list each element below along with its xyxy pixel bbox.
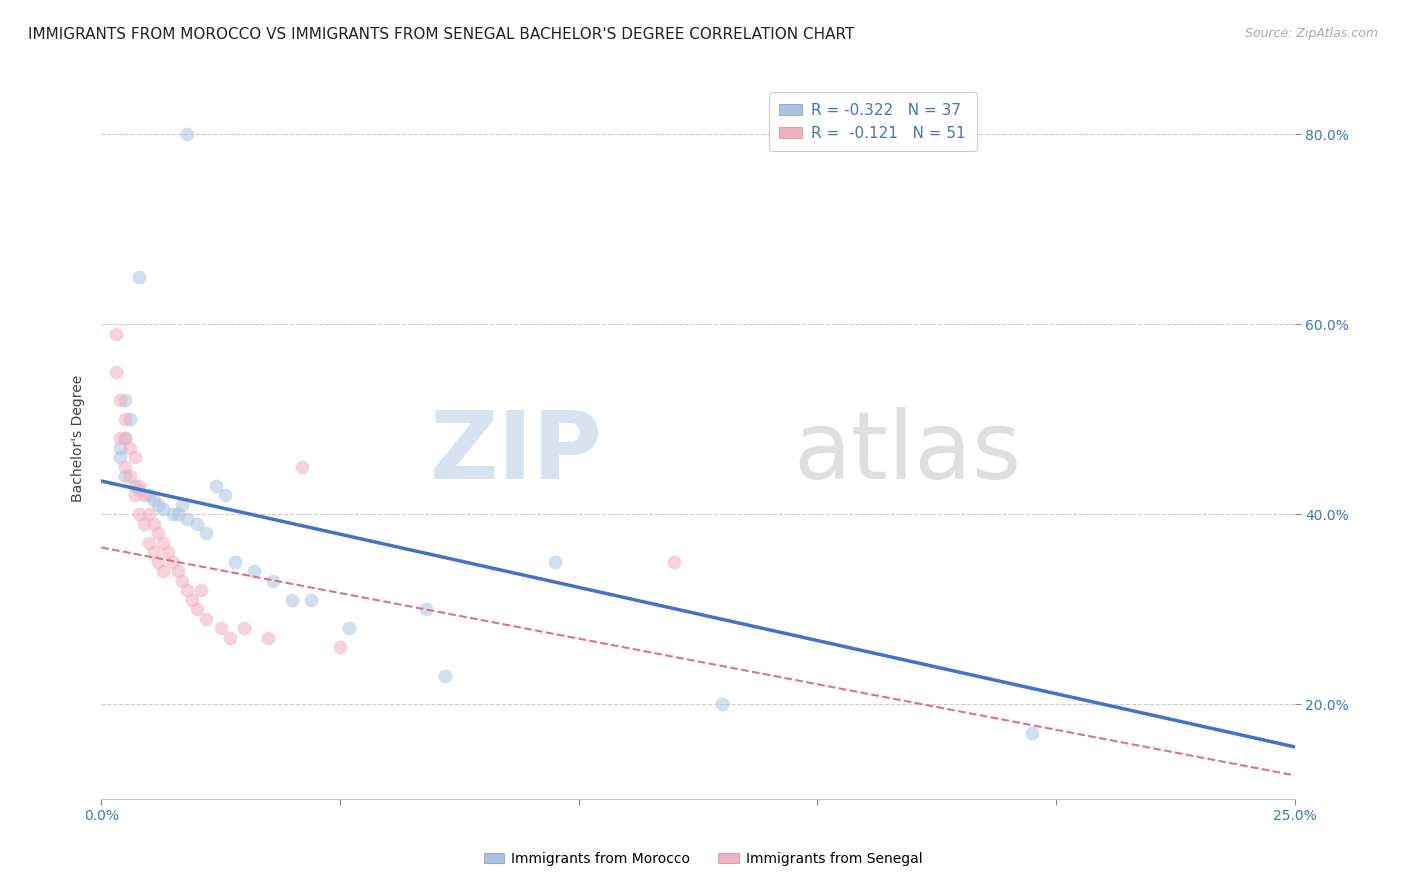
Point bbox=[262, 574, 284, 588]
Text: IMMIGRANTS FROM MOROCCO VS IMMIGRANTS FROM SENEGAL BACHELOR'S DEGREE CORRELATION: IMMIGRANTS FROM MOROCCO VS IMMIGRANTS FR… bbox=[28, 27, 855, 42]
Point bbox=[128, 269, 150, 284]
Point bbox=[172, 498, 194, 512]
Point bbox=[243, 564, 266, 578]
Point bbox=[162, 507, 184, 521]
Point bbox=[142, 545, 165, 559]
Point bbox=[1021, 725, 1043, 739]
Point bbox=[138, 488, 160, 502]
Point bbox=[124, 479, 146, 493]
Y-axis label: Bachelor's Degree: Bachelor's Degree bbox=[72, 375, 86, 502]
Point bbox=[233, 621, 256, 635]
Point bbox=[166, 507, 188, 521]
Point bbox=[209, 621, 232, 635]
Point bbox=[281, 592, 304, 607]
Point bbox=[214, 488, 236, 502]
Point bbox=[219, 631, 242, 645]
Point bbox=[124, 488, 146, 502]
Text: ZIP: ZIP bbox=[429, 407, 602, 499]
Point bbox=[544, 555, 567, 569]
Point bbox=[710, 697, 733, 711]
Point bbox=[114, 412, 136, 426]
Point bbox=[128, 483, 150, 498]
Point bbox=[118, 441, 141, 455]
Text: atlas: atlas bbox=[793, 407, 1022, 499]
Point bbox=[142, 493, 165, 508]
Point bbox=[110, 441, 132, 455]
Point bbox=[157, 545, 180, 559]
Point bbox=[204, 479, 226, 493]
Point bbox=[339, 621, 361, 635]
Point bbox=[152, 564, 174, 578]
Point bbox=[134, 516, 156, 531]
Point bbox=[148, 498, 170, 512]
Point bbox=[195, 612, 218, 626]
Point bbox=[224, 555, 246, 569]
Point bbox=[152, 535, 174, 549]
Point bbox=[114, 431, 136, 445]
Point bbox=[114, 459, 136, 474]
Point bbox=[118, 469, 141, 483]
Point bbox=[118, 412, 141, 426]
Point bbox=[172, 574, 194, 588]
Point bbox=[138, 535, 160, 549]
Point bbox=[138, 507, 160, 521]
Point bbox=[180, 592, 202, 607]
Legend: R = -0.322   N = 37, R =  -0.121   N = 51: R = -0.322 N = 37, R = -0.121 N = 51 bbox=[769, 92, 977, 152]
Point bbox=[291, 459, 314, 474]
Point bbox=[110, 431, 132, 445]
Point bbox=[148, 555, 170, 569]
Point bbox=[433, 668, 456, 682]
Point bbox=[162, 555, 184, 569]
Point bbox=[114, 469, 136, 483]
Point bbox=[186, 602, 208, 616]
Point bbox=[114, 393, 136, 408]
Point bbox=[662, 555, 685, 569]
Point bbox=[257, 631, 280, 645]
Point bbox=[110, 450, 132, 465]
Point bbox=[166, 564, 188, 578]
Point bbox=[134, 488, 156, 502]
Point bbox=[124, 450, 146, 465]
Text: Source: ZipAtlas.com: Source: ZipAtlas.com bbox=[1244, 27, 1378, 40]
Point bbox=[148, 526, 170, 541]
Point bbox=[299, 592, 322, 607]
Point bbox=[329, 640, 352, 654]
Point bbox=[176, 583, 198, 598]
Point bbox=[114, 431, 136, 445]
Point bbox=[176, 128, 198, 142]
Point bbox=[190, 583, 212, 598]
Legend: Immigrants from Morocco, Immigrants from Senegal: Immigrants from Morocco, Immigrants from… bbox=[478, 847, 928, 871]
Point bbox=[186, 516, 208, 531]
Point bbox=[110, 393, 132, 408]
Point bbox=[128, 507, 150, 521]
Point bbox=[104, 326, 127, 341]
Point bbox=[152, 502, 174, 516]
Point bbox=[142, 516, 165, 531]
Point bbox=[176, 512, 198, 526]
Point bbox=[128, 479, 150, 493]
Point bbox=[195, 526, 218, 541]
Point bbox=[104, 365, 127, 379]
Point bbox=[415, 602, 437, 616]
